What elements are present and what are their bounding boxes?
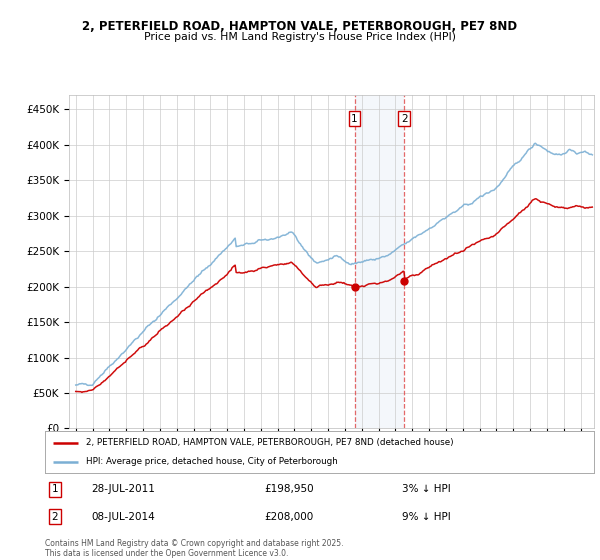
Text: 1: 1 — [52, 484, 58, 494]
Text: 28-JUL-2011: 28-JUL-2011 — [92, 484, 155, 494]
Text: Contains HM Land Registry data © Crown copyright and database right 2025.
This d: Contains HM Land Registry data © Crown c… — [45, 539, 343, 558]
Text: £208,000: £208,000 — [265, 512, 314, 522]
Text: 1: 1 — [351, 114, 358, 124]
Text: 2, PETERFIELD ROAD, HAMPTON VALE, PETERBOROUGH, PE7 8ND: 2, PETERFIELD ROAD, HAMPTON VALE, PETERB… — [82, 20, 518, 32]
Text: 08-JUL-2014: 08-JUL-2014 — [92, 512, 155, 522]
Text: £198,950: £198,950 — [265, 484, 314, 494]
Bar — [355, 95, 404, 428]
Text: HPI: Average price, detached house, City of Peterborough: HPI: Average price, detached house, City… — [86, 458, 338, 466]
Text: 2: 2 — [401, 114, 407, 124]
Text: Price paid vs. HM Land Registry's House Price Index (HPI): Price paid vs. HM Land Registry's House … — [144, 32, 456, 43]
Text: 3% ↓ HPI: 3% ↓ HPI — [402, 484, 451, 494]
Text: 9% ↓ HPI: 9% ↓ HPI — [402, 512, 451, 522]
Text: 2, PETERFIELD ROAD, HAMPTON VALE, PETERBOROUGH, PE7 8ND (detached house): 2, PETERFIELD ROAD, HAMPTON VALE, PETERB… — [86, 438, 454, 447]
Text: 2: 2 — [52, 512, 58, 522]
